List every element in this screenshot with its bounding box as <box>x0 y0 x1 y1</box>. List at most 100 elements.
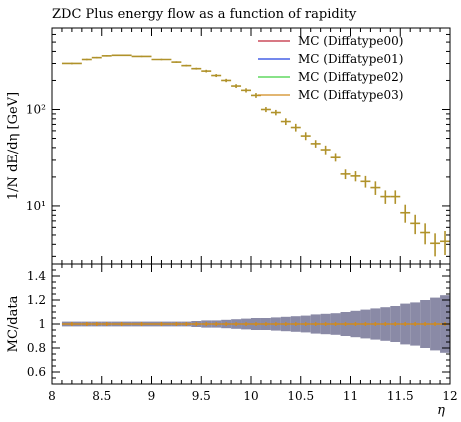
main-y-axis-label: 1/N dE/dη [GeV] <box>6 92 21 200</box>
data-point <box>191 67 202 70</box>
ratio-point <box>270 317 281 331</box>
ratio-marks <box>61 295 450 353</box>
data-point <box>350 171 361 182</box>
y-tick-label: 10² <box>26 102 46 116</box>
ratio-point <box>420 300 431 348</box>
ratio-point <box>340 312 351 336</box>
data-point <box>101 55 112 57</box>
legend-entry: MC (Diffatype02) <box>258 70 403 84</box>
main-y-ticks: 10¹ 10² <box>26 27 451 264</box>
ratio-point <box>400 303 411 345</box>
x-tick-label: 9 <box>148 389 156 403</box>
data-point <box>410 214 421 235</box>
ratio-point <box>101 321 112 327</box>
legend-label: MC (Diffatype01) <box>298 52 403 66</box>
data-point <box>181 64 192 67</box>
data-point <box>241 88 251 93</box>
ratio-point <box>300 315 311 333</box>
data-point <box>320 145 331 155</box>
data-point <box>400 204 411 223</box>
ratio-point <box>330 313 341 335</box>
x-tick-label: 9.5 <box>192 389 211 403</box>
data-point <box>211 74 222 78</box>
data-point <box>270 109 281 116</box>
ratio-point <box>320 313 331 335</box>
data-point <box>111 54 132 57</box>
ratio-point <box>370 308 381 340</box>
ratio-point <box>111 321 132 327</box>
legend-entry: MC (Diffatype00) <box>258 34 403 48</box>
data-point <box>280 118 291 126</box>
data-point <box>91 56 102 59</box>
data-point <box>151 58 172 61</box>
x-tick-label: 12 <box>442 389 457 403</box>
data-point <box>360 175 371 188</box>
chart-title: ZDC Plus energy flow as a function of ra… <box>52 7 357 22</box>
ratio-point <box>430 297 441 351</box>
data-point <box>390 190 401 204</box>
legend-label: MC (Diffatype02) <box>298 70 403 84</box>
ratio-point <box>280 316 291 332</box>
ratio-point <box>390 306 401 342</box>
x-ticks: 8 8.5 9 9.5 10 10.5 11 11.5 12 <box>48 264 458 403</box>
ratio-point <box>91 321 102 327</box>
x-tick-label: 11.5 <box>387 389 414 403</box>
x-tick-label: 10.5 <box>287 389 314 403</box>
ratio-point <box>360 309 371 339</box>
ratio-panel: 0.6 0.8 1 1.2 1.4 8 8.5 9 9.5 10 10.5 11 11.5 12 MC/… <box>6 263 458 418</box>
ratio-point <box>201 320 212 328</box>
ratio-point <box>231 319 242 329</box>
data-point <box>310 140 321 148</box>
ratio-point <box>211 320 222 328</box>
x-tick-label: 8 <box>48 389 56 403</box>
data-point <box>131 55 152 58</box>
x-axis-label: η <box>437 403 445 418</box>
x-tick-label: 10 <box>243 389 258 403</box>
ratio-point <box>260 318 271 330</box>
data-point <box>81 58 92 61</box>
ratio-point <box>131 321 152 327</box>
data-point <box>290 123 301 132</box>
ratio-point <box>171 321 182 327</box>
data-point <box>340 169 351 180</box>
data-point <box>300 132 311 141</box>
ratio-point <box>380 307 391 341</box>
ratio-point <box>241 318 251 330</box>
ratio-point <box>221 319 232 329</box>
data-point <box>330 153 341 162</box>
legend-label: MC (Diffatype03) <box>298 88 403 102</box>
y-tick-label: 10¹ <box>26 199 46 213</box>
data-point <box>221 78 232 83</box>
ratio-y-tick-label: 1.2 <box>27 293 46 307</box>
ratio-point <box>350 310 361 338</box>
ratio-point <box>151 321 172 327</box>
ratio-y-tick-label: 0.6 <box>27 365 46 379</box>
x-tick-label: 8.5 <box>92 389 111 403</box>
data-point <box>201 69 212 73</box>
ratio-y-tick-label: 1 <box>38 317 46 331</box>
ratio-point <box>191 321 202 327</box>
ratio-point <box>310 314 321 334</box>
data-point <box>440 230 450 255</box>
legend: MC (Diffatype00) MC (Diffatype01) MC (Diff… <box>258 34 403 102</box>
ratio-point <box>81 321 92 327</box>
data-point <box>231 84 242 89</box>
ratio-point <box>61 321 82 327</box>
ratio-point <box>181 321 192 327</box>
data-point <box>380 190 391 204</box>
data-point <box>420 223 431 245</box>
ratio-y-tick-label: 0.8 <box>27 341 46 355</box>
x-tick-label: 11 <box>343 389 358 403</box>
legend-label: MC (Diffatype00) <box>298 34 403 48</box>
data-point <box>171 61 182 63</box>
data-point <box>370 181 381 195</box>
ratio-y-tick-label: 1.4 <box>27 269 46 283</box>
ratio-point <box>251 318 261 330</box>
ratio-y-axis-label: MC/data <box>6 295 21 352</box>
legend-entry: MC (Diffatype03) <box>258 88 403 102</box>
ratio-point <box>290 316 301 332</box>
data-point <box>430 233 441 257</box>
ratio-y-ticks: 0.6 0.8 1 1.2 1.4 <box>27 263 450 385</box>
